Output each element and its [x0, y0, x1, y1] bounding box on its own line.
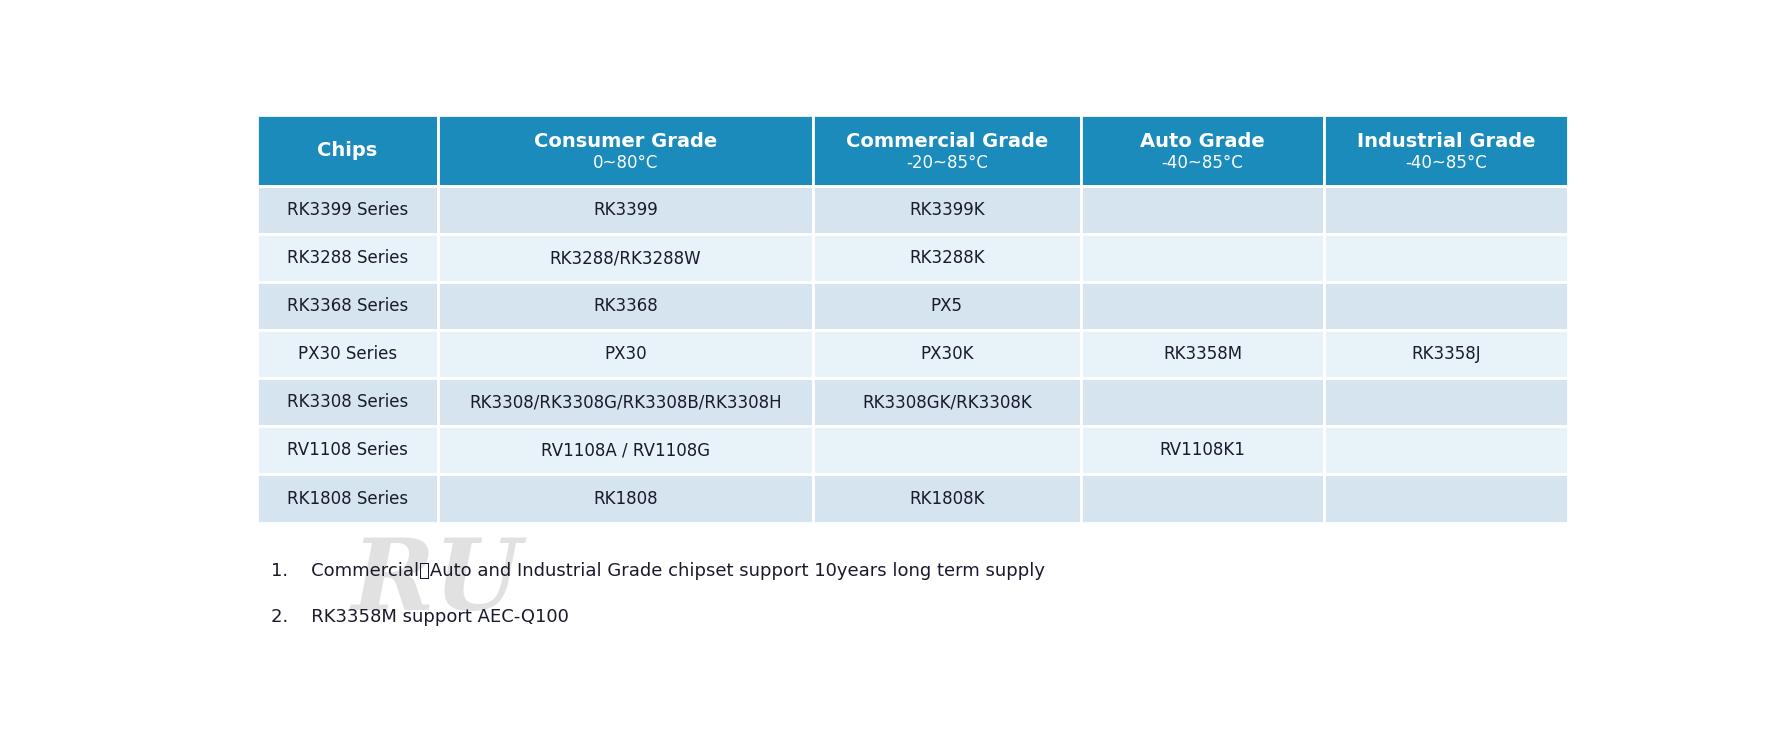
Bar — [1324, 474, 1568, 522]
Text: RK3288K: RK3288K — [908, 249, 984, 267]
Text: Chips: Chips — [317, 141, 377, 160]
Text: RK3399 Series: RK3399 Series — [287, 201, 408, 219]
Bar — [1080, 186, 1324, 234]
Text: PX30: PX30 — [603, 345, 646, 363]
Text: PX5: PX5 — [931, 297, 963, 315]
Text: Commercial Grade: Commercial Grade — [846, 132, 1047, 151]
Text: 0~80°C: 0~80°C — [593, 154, 659, 172]
Bar — [1324, 426, 1568, 474]
Bar — [1080, 282, 1324, 330]
Bar — [1080, 426, 1324, 474]
Text: 2.    RK3358M support AEC-Q100: 2. RK3358M support AEC-Q100 — [271, 608, 568, 625]
Text: RK3308/RK3308G/RK3308B/RK3308H: RK3308/RK3308G/RK3308B/RK3308H — [468, 393, 781, 411]
Text: Auto Grade: Auto Grade — [1139, 132, 1264, 151]
Bar — [438, 474, 813, 522]
Text: RV1108K1: RV1108K1 — [1159, 442, 1244, 459]
Bar — [1080, 379, 1324, 426]
Bar — [1080, 115, 1324, 186]
Bar — [438, 186, 813, 234]
Bar — [438, 282, 813, 330]
Text: RK3288 Series: RK3288 Series — [287, 249, 408, 267]
Bar — [813, 330, 1080, 379]
Text: -40~85°C: -40~85°C — [1404, 154, 1486, 172]
Bar — [813, 474, 1080, 522]
Text: RK3358J: RK3358J — [1412, 345, 1481, 363]
Text: RU: RU — [351, 534, 522, 631]
Text: RK3368: RK3368 — [593, 297, 657, 315]
Text: Consumer Grade: Consumer Grade — [534, 132, 717, 151]
Text: RK3399K: RK3399K — [908, 201, 984, 219]
Text: RK3368 Series: RK3368 Series — [287, 297, 408, 315]
Text: RV1108A / RV1108G: RV1108A / RV1108G — [541, 442, 710, 459]
Bar — [438, 115, 813, 186]
Bar — [813, 379, 1080, 426]
Text: RK3308 Series: RK3308 Series — [287, 393, 408, 411]
Bar — [256, 474, 438, 522]
Bar — [438, 330, 813, 379]
Bar — [813, 186, 1080, 234]
Bar — [256, 426, 438, 474]
Text: RK3288/RK3288W: RK3288/RK3288W — [550, 249, 701, 267]
Bar — [813, 115, 1080, 186]
Bar — [1324, 186, 1568, 234]
Bar — [438, 234, 813, 282]
Bar — [438, 426, 813, 474]
Bar — [1324, 115, 1568, 186]
Bar — [1324, 330, 1568, 379]
Text: 1.    Commercial、Auto and Industrial Grade chipset support 10years long term sup: 1. Commercial、Auto and Industrial Grade … — [271, 562, 1045, 580]
Text: RK3358M: RK3358M — [1162, 345, 1241, 363]
Bar — [813, 282, 1080, 330]
Text: RK1808K: RK1808K — [908, 490, 984, 508]
Bar — [256, 330, 438, 379]
Bar — [813, 426, 1080, 474]
Text: Industrial Grade: Industrial Grade — [1356, 132, 1534, 151]
Bar — [1324, 282, 1568, 330]
Bar — [1080, 330, 1324, 379]
Text: RK1808: RK1808 — [593, 490, 657, 508]
Text: RK3308GK/RK3308K: RK3308GK/RK3308K — [862, 393, 1031, 411]
Text: PX30K: PX30K — [920, 345, 974, 363]
Bar — [813, 234, 1080, 282]
Bar — [256, 234, 438, 282]
Bar — [1080, 234, 1324, 282]
Text: RK1808 Series: RK1808 Series — [287, 490, 408, 508]
Text: -20~85°C: -20~85°C — [906, 154, 988, 172]
Text: PX30 Series: PX30 Series — [297, 345, 397, 363]
Bar — [1324, 234, 1568, 282]
Bar — [256, 379, 438, 426]
Bar — [1324, 379, 1568, 426]
Text: RK3399: RK3399 — [593, 201, 657, 219]
Text: RV1108 Series: RV1108 Series — [287, 442, 408, 459]
Bar — [256, 282, 438, 330]
Text: -40~85°C: -40~85°C — [1161, 154, 1242, 172]
Bar — [1080, 474, 1324, 522]
Bar — [256, 115, 438, 186]
Bar — [256, 186, 438, 234]
Bar — [438, 379, 813, 426]
